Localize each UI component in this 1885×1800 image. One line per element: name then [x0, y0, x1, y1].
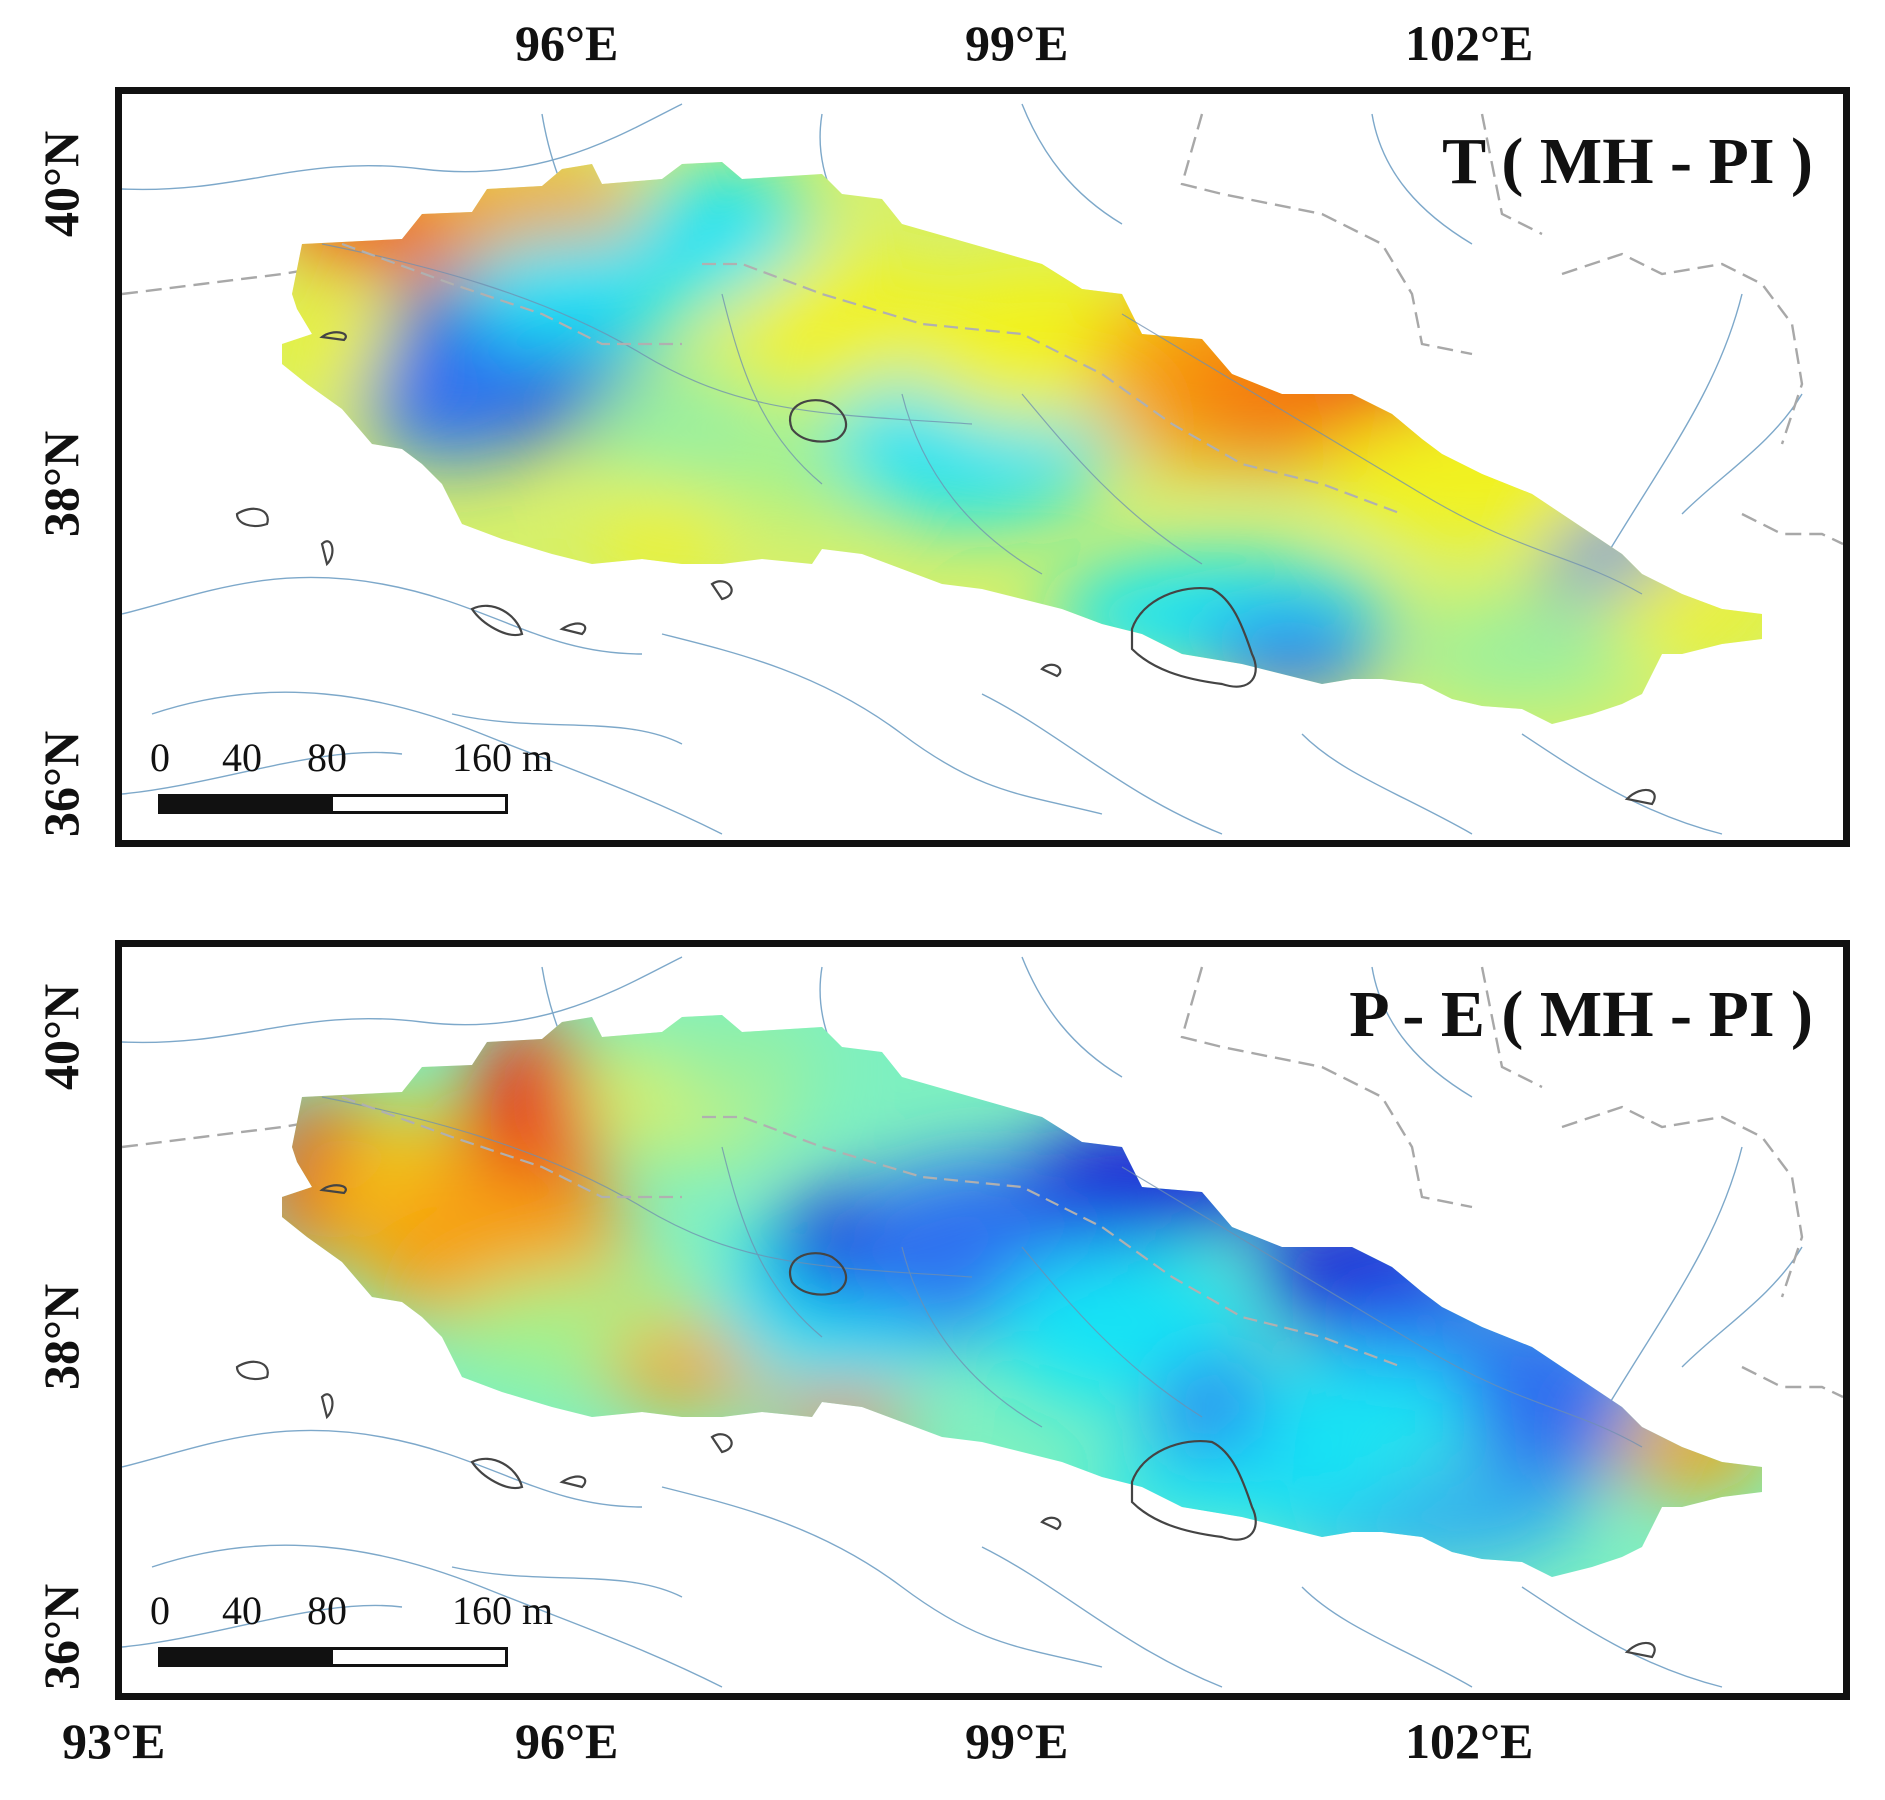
lon-label-bottom-96: 96°E — [515, 1713, 619, 1769]
lon-label-bottom-93: 93°E — [62, 1713, 166, 1769]
scale-tick-160: 160 m — [452, 735, 554, 780]
lat-label-bottom-40: 40°N — [33, 983, 90, 1091]
panel-title-p-minus-e: P - E ( MH - PI ) — [1349, 978, 1813, 1051]
map-panel-p-minus-e: P - E ( MH - PI ) 0 40 80 160 m — [115, 940, 1850, 1700]
map-panel-temperature: T ( MH - PI ) 0 40 80 160 m — [115, 87, 1850, 847]
scale-tick-40: 40 — [222, 735, 262, 780]
map-canvas-temperature — [122, 103, 1843, 835]
scale-tick-80: 80 — [307, 1588, 347, 1633]
lon-label-top-99: 99°E — [965, 15, 1069, 71]
scale-tick-0: 0 — [150, 735, 170, 780]
lon-label-top-102: 102°E — [1405, 15, 1534, 71]
lat-label-top-40: 40°N — [33, 130, 90, 238]
scale-tick-0: 0 — [150, 1588, 170, 1633]
scale-bar — [158, 1647, 508, 1667]
lon-label-bottom-102: 102°E — [1405, 1713, 1534, 1769]
scale-tick-40: 40 — [222, 1588, 262, 1633]
lon-label-bottom-99: 99°E — [965, 1713, 1069, 1769]
lon-label-top-96: 96°E — [515, 15, 619, 71]
map-canvas-p-minus-e — [122, 956, 1843, 1688]
lat-label-bottom-36: 36°N — [33, 1583, 90, 1691]
panel-title-temperature: T ( MH - PI ) — [1442, 125, 1813, 198]
lat-label-top-36: 36°N — [33, 730, 90, 838]
lat-label-top-38: 38°N — [33, 430, 90, 538]
scale-tick-80: 80 — [307, 735, 347, 780]
scale-bar — [158, 794, 508, 814]
scale-tick-160: 160 m — [452, 1588, 554, 1633]
lat-label-bottom-38: 38°N — [33, 1283, 90, 1391]
